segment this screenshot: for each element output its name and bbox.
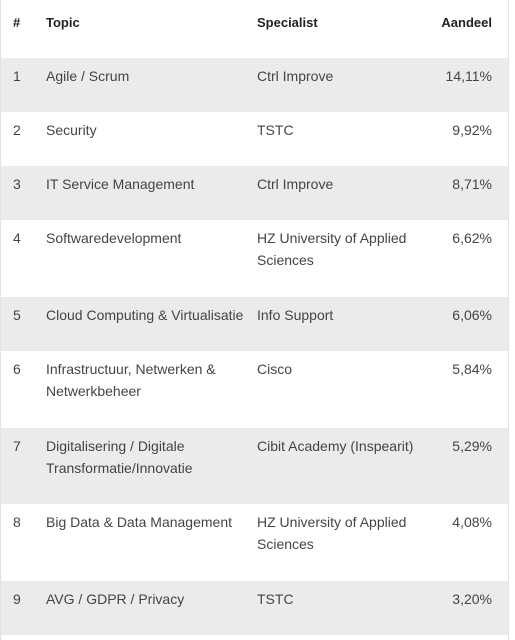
row-share: 5,84% (452, 361, 492, 377)
table-row: 8 Big Data & Data Management HZ Universi… (1, 504, 508, 581)
row-num: 5 (13, 307, 21, 323)
row-share: 8,71% (452, 176, 492, 192)
row-num: 4 (13, 230, 21, 246)
row-specialist: HZ University of Applied Sciences (257, 514, 407, 552)
row-num: 8 (13, 514, 21, 530)
row-topic: Big Data & Data Management (46, 514, 232, 530)
row-topic: Digitalisering / Digitale Transformatie/… (46, 438, 193, 476)
row-share: 4,08% (452, 514, 492, 530)
table-row: 4 Softwaredevelopment HZ University of A… (1, 220, 508, 297)
row-num: 6 (13, 361, 21, 377)
row-specialist: TSTC (257, 122, 294, 138)
row-share: 14,11% (445, 68, 492, 84)
header-topic: Topic (46, 15, 80, 30)
row-share: 6,62% (452, 230, 492, 246)
row-specialist: Ctrl Improve (257, 176, 334, 192)
row-topic: Security (46, 122, 97, 138)
table-row: 2 Security TSTC 9,92% (1, 112, 508, 166)
row-specialist: HZ University of Applied Sciences (257, 230, 407, 268)
header-specialist: Specialist (257, 15, 318, 30)
row-share: 5,29% (452, 438, 492, 454)
table-row: 5 Cloud Computing & Virtualisatie Info S… (1, 297, 508, 351)
row-specialist: Cibit Academy (Inspearit) (257, 438, 414, 454)
header-num: # (13, 15, 21, 30)
table-row-partial (1, 635, 508, 640)
row-topic: Agile / Scrum (46, 68, 130, 84)
row-num: 3 (13, 176, 21, 192)
table-row: 3 IT Service Management Ctrl Improve 8,7… (1, 166, 508, 220)
row-topic: IT Service Management (46, 176, 195, 192)
row-specialist: TSTC (257, 591, 294, 607)
row-num: 1 (13, 68, 21, 84)
row-specialist: Info Support (257, 307, 334, 323)
row-share: 6,06% (452, 307, 492, 323)
row-num: 9 (13, 591, 21, 607)
row-topic: Softwaredevelopment (46, 230, 182, 246)
row-num: 7 (13, 438, 21, 454)
row-topic: Cloud Computing & Virtualisatie (46, 307, 244, 323)
table-row: 1 Agile / Scrum Ctrl Improve 14,11% (1, 58, 508, 112)
row-topic: Infrastructuur, Netwerken & Netwerkbehee… (46, 361, 216, 399)
header-share: Aandeel (441, 15, 492, 30)
table-row: 7 Digitalisering / Digitale Transformati… (1, 428, 508, 504)
row-share: 3,20% (452, 591, 492, 607)
row-specialist: Cisco (257, 361, 293, 377)
table-row: 6 Infrastructuur, Netwerken & Netwerkbeh… (1, 351, 508, 428)
table-row: 9 AVG / GDPR / Privacy TSTC 3,20% (1, 581, 508, 635)
row-share: 9,92% (452, 122, 492, 138)
row-num: 2 (13, 122, 21, 138)
row-topic: AVG / GDPR / Privacy (46, 591, 185, 607)
row-specialist: Ctrl Improve (257, 68, 334, 84)
table-header: # Topic Specialist Aandeel (1, 0, 508, 58)
